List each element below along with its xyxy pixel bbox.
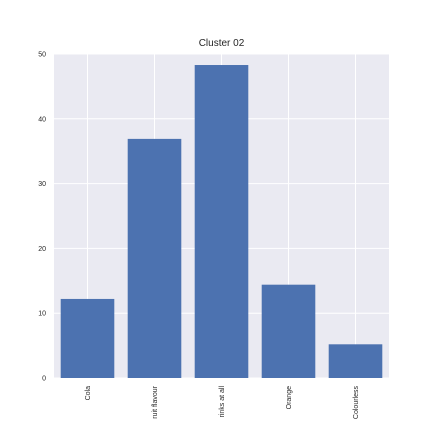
bar-cola: [60, 298, 115, 378]
chart-title: Cluster 02: [199, 38, 245, 49]
y-tick-label: 20: [38, 246, 46, 253]
x-tick-label: rinks at all: [219, 386, 226, 418]
bar-colourless: [328, 344, 383, 378]
bars: [60, 65, 383, 379]
y-tick-label: 50: [38, 52, 46, 59]
y-tick-label: 40: [38, 116, 46, 123]
bar-rinks-at-all: [194, 65, 249, 379]
y-tick-labels: 0 10 20 30 40 50: [38, 52, 46, 383]
bar-orange: [261, 284, 316, 378]
x-tick-labels: Cola ruit flavour rinks at all Orange Colour…: [85, 385, 360, 419]
y-tick-label: 0: [42, 376, 46, 383]
x-tick-label: ruit flavour: [152, 385, 159, 418]
y-tick-label: 30: [38, 181, 46, 188]
x-tick-label: Cola: [85, 386, 92, 401]
x-tick-label: Orange: [286, 386, 293, 409]
y-tick-label: 10: [38, 311, 46, 318]
x-tick-label: Colourless: [353, 386, 360, 420]
bar-ruit-flavour: [127, 138, 182, 378]
